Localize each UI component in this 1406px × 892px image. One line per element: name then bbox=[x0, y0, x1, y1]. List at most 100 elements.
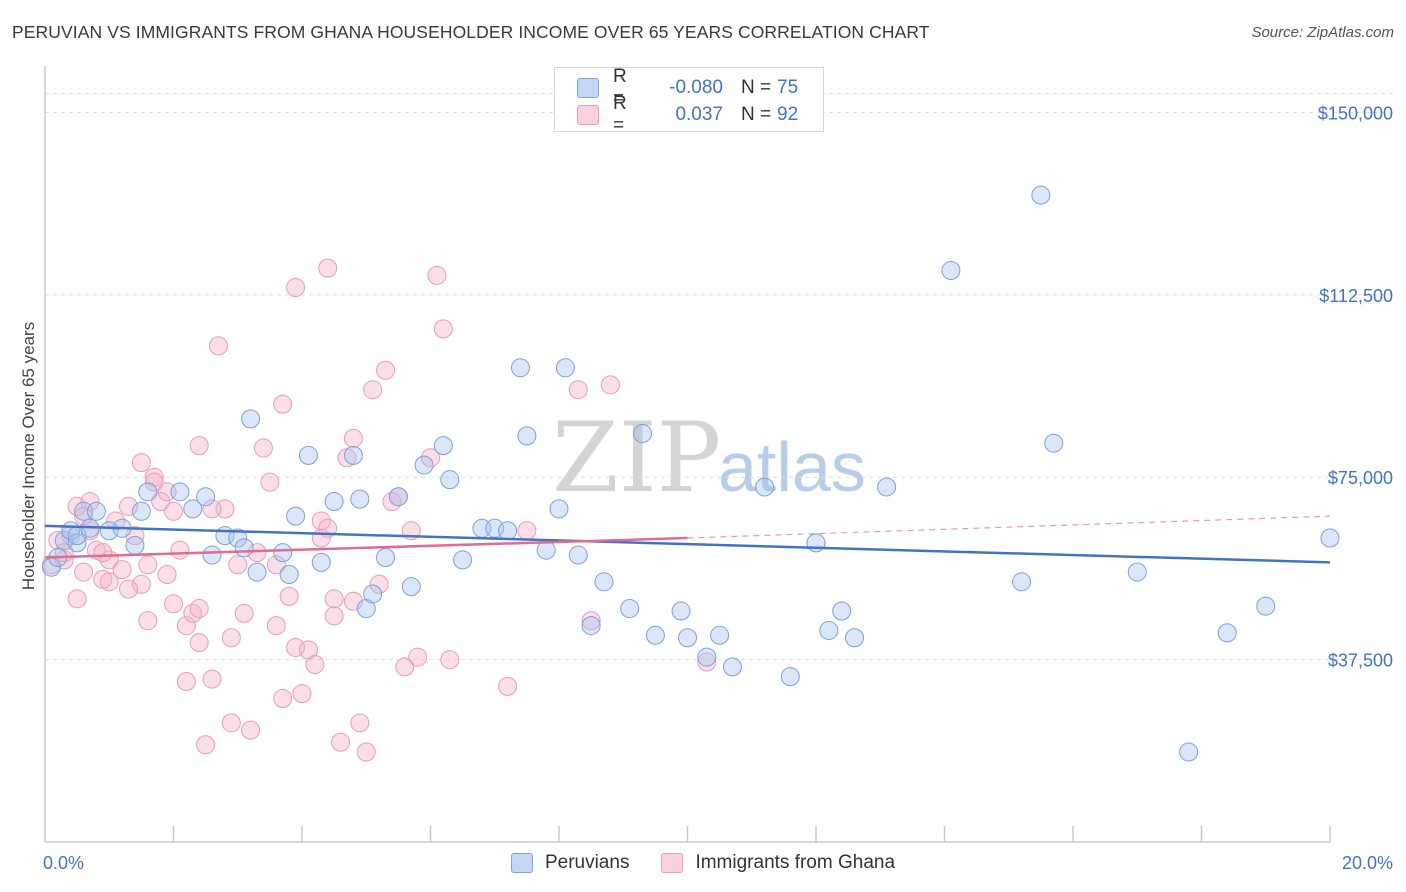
ghana-point bbox=[176, 616, 196, 636]
ghana-point bbox=[93, 543, 113, 563]
ghana-point bbox=[228, 555, 248, 575]
chart-title: PERUVIAN VS IMMIGRANTS FROM GHANA HOUSEH… bbox=[12, 22, 930, 42]
legend-row-ghana: R = 0.037 N = 92 bbox=[577, 93, 798, 136]
legend-swatch-peruvians bbox=[577, 78, 599, 98]
ghana-point bbox=[440, 650, 460, 670]
trend-lines bbox=[44, 515, 1331, 564]
y-tick-label: $112,500 bbox=[1319, 286, 1393, 306]
ghana-point bbox=[119, 579, 139, 599]
peruvian-point bbox=[138, 482, 158, 502]
correlation-legend: R = -0.080 N = 75 R = 0.037 N = 92 bbox=[554, 66, 824, 136]
peruvian-point bbox=[86, 501, 106, 521]
peruvian-point bbox=[170, 482, 190, 502]
peruvian-point bbox=[196, 487, 216, 507]
peruvian-point bbox=[645, 625, 665, 645]
ghana-point bbox=[600, 375, 620, 395]
peruvian-point bbox=[67, 533, 87, 553]
peruvian-point bbox=[819, 620, 839, 640]
source-credit: Source: ZipAtlas.com bbox=[1251, 24, 1394, 41]
peruvian-point bbox=[780, 667, 800, 687]
ghana-point bbox=[196, 735, 216, 755]
ghana-point bbox=[208, 336, 228, 356]
ghana-point bbox=[369, 574, 389, 594]
y-tick-label: $75,000 bbox=[1328, 468, 1393, 488]
axes bbox=[44, 66, 1331, 843]
ghana-point bbox=[112, 560, 132, 580]
ghana-trend-extension bbox=[687, 515, 1331, 539]
ghana-point bbox=[350, 713, 370, 733]
ghana-point bbox=[266, 555, 286, 575]
ghana-point bbox=[241, 720, 261, 740]
ghana-point bbox=[376, 360, 396, 380]
ghana-points bbox=[41, 258, 717, 762]
peruvian-point bbox=[845, 628, 865, 648]
legend-swatch-peruvians bbox=[510, 853, 533, 873]
y-tick-label: $150,000 bbox=[1318, 103, 1393, 123]
ghana-point bbox=[189, 633, 209, 653]
peruvian-point bbox=[555, 358, 575, 378]
peruvian-point bbox=[453, 550, 473, 570]
ghana-point bbox=[363, 380, 383, 400]
ghana-point bbox=[247, 543, 267, 563]
ghana-point bbox=[273, 394, 293, 414]
peruvian-point bbox=[510, 358, 530, 378]
ghana-point bbox=[498, 676, 518, 696]
ghana-point bbox=[356, 742, 376, 762]
legend-r-label: R = bbox=[613, 66, 627, 109]
ghana-point bbox=[144, 472, 164, 492]
ghana-point bbox=[164, 501, 183, 521]
x-tick-label: 0.0% bbox=[43, 853, 84, 873]
peruvian-point bbox=[311, 552, 331, 572]
ghana-point bbox=[292, 684, 312, 704]
legend-n-label: N = bbox=[741, 77, 772, 98]
peruvian-point bbox=[202, 545, 222, 565]
ghana-point bbox=[318, 258, 338, 278]
peruvian-point bbox=[183, 499, 203, 519]
peruvian-point bbox=[633, 423, 653, 443]
ghana-point bbox=[311, 511, 331, 531]
peruvian-point bbox=[1031, 185, 1051, 205]
ghana-point bbox=[151, 492, 171, 512]
ghana-point bbox=[138, 611, 158, 631]
legend-n-label: N = bbox=[741, 104, 772, 125]
ghana-point bbox=[48, 530, 68, 550]
peruvian-point bbox=[324, 492, 344, 512]
peruvian-point bbox=[286, 506, 306, 526]
ghana-point bbox=[183, 603, 203, 623]
ghana-point bbox=[221, 713, 241, 733]
ghana-point bbox=[331, 732, 351, 752]
peruvian-point bbox=[234, 538, 254, 558]
peruvian-point bbox=[806, 533, 826, 553]
peruvian-point bbox=[832, 601, 852, 621]
ghana-point bbox=[421, 448, 440, 468]
y-axis-label: Householder Income Over 65 years bbox=[19, 322, 38, 590]
peruvian-trend-line bbox=[44, 524, 1331, 564]
ghana-point bbox=[568, 380, 588, 400]
peruvian-point bbox=[376, 547, 396, 567]
peruvian-point bbox=[1320, 528, 1340, 548]
peruvian-point bbox=[581, 616, 601, 636]
ghana-point bbox=[67, 589, 87, 609]
ghana-point bbox=[164, 594, 183, 614]
grid-lines bbox=[45, 92, 1396, 661]
legend-label-peruvians: Peruvians bbox=[544, 852, 630, 873]
ghana-point bbox=[67, 496, 87, 516]
legend-item-ghana: Immigrants from Ghana bbox=[661, 852, 895, 874]
peruvian-point bbox=[755, 477, 775, 497]
x-tick-labels: 0.0% 20.0% bbox=[43, 853, 1393, 873]
ghana-point bbox=[305, 654, 325, 674]
peruvian-point bbox=[536, 540, 556, 560]
peruvian-point bbox=[671, 601, 691, 621]
peruvian-point bbox=[877, 477, 897, 497]
peruvian-point bbox=[433, 436, 453, 456]
peruvian-point bbox=[1256, 596, 1276, 616]
peruvian-point bbox=[440, 470, 460, 490]
ghana-point bbox=[74, 562, 94, 582]
ghana-point bbox=[286, 278, 306, 298]
ghana-point bbox=[176, 672, 196, 692]
peruvian-point bbox=[941, 261, 961, 281]
ghana-point bbox=[80, 492, 100, 512]
peruvian-point bbox=[273, 543, 293, 563]
peruvian-point bbox=[414, 455, 434, 475]
ghana-point bbox=[131, 574, 151, 594]
